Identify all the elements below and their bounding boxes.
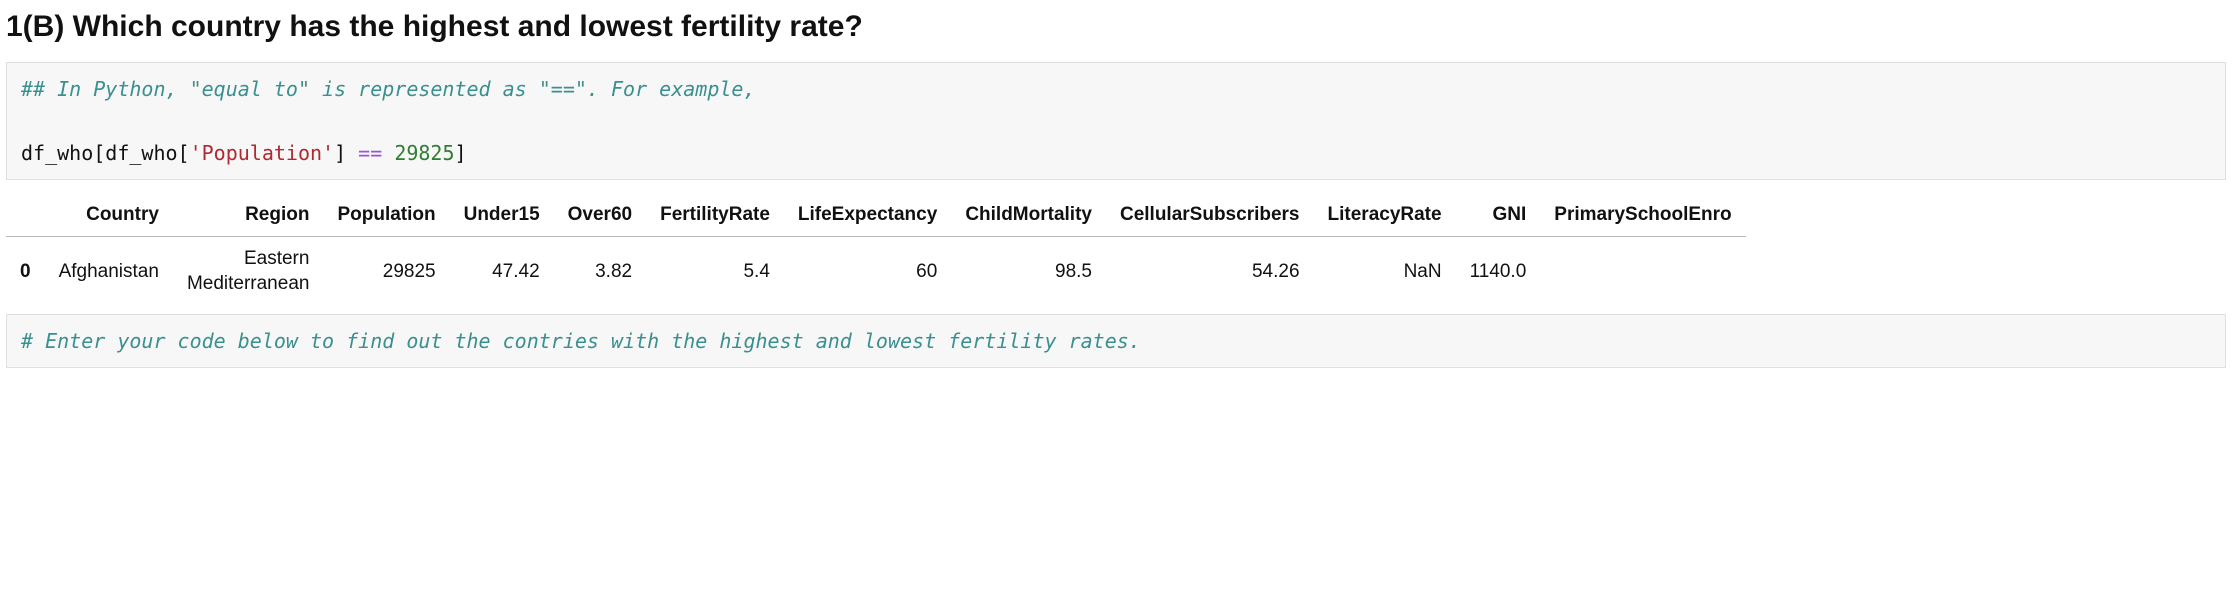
col-country: Country [45,194,173,237]
col-cellular: CellularSubscribers [1106,194,1314,237]
code-expr-mid: ] [334,141,358,165]
col-population: Population [323,194,449,237]
code-cell-answer[interactable]: # Enter your code below to find out the … [6,314,2226,368]
cell-cellular: 54.26 [1106,237,1314,307]
code-comment-2: # Enter your code below to find out the … [21,329,1141,353]
cell-region: Eastern Mediterranean [173,237,324,307]
table-row: 0 Afghanistan Eastern Mediterranean 2982… [6,237,1746,307]
cell-fertility: 5.4 [646,237,784,307]
cell-country: Afghanistan [45,237,173,307]
code-expr-number: 29825 [394,141,454,165]
cell-primaryschool [1540,237,1745,307]
cell-under15: 47.42 [450,237,554,307]
question-heading: 1(B) Which country has the highest and l… [6,10,2232,44]
cell-literacy: NaN [1314,237,1456,307]
col-over60: Over60 [554,194,646,237]
col-fertility: FertilityRate [646,194,784,237]
col-lifeexp: LifeExpectancy [784,194,951,237]
dataframe-table: Country Region Population Under15 Over60… [6,194,1746,306]
code-expr-suffix: ] [455,141,467,165]
cell-lifeexp: 60 [784,237,951,307]
col-literacy: LiteracyRate [1314,194,1456,237]
code-expr-prefix: df_who[df_who[ [21,141,190,165]
col-index [6,194,45,237]
cell-gni: 1140.0 [1456,237,1541,307]
row-index: 0 [6,237,45,307]
code-comment: ## In Python, "equal to" is represented … [21,77,756,101]
col-gni: GNI [1456,194,1541,237]
code-cell-example[interactable]: ## In Python, "equal to" is represented … [6,62,2226,180]
col-region: Region [173,194,324,237]
code-expr-string: 'Population' [190,141,335,165]
cell-childmort: 98.5 [951,237,1106,307]
code-expr-op: == [358,141,382,165]
cell-over60: 3.82 [554,237,646,307]
dataframe-output[interactable]: Country Region Population Under15 Over60… [6,194,2226,306]
col-childmort: ChildMortality [951,194,1106,237]
col-under15: Under15 [450,194,554,237]
code-expr-space [382,141,394,165]
table-header-row: Country Region Population Under15 Over60… [6,194,1746,237]
col-primaryschool: PrimarySchoolEnro [1540,194,1745,237]
cell-population: 29825 [323,237,449,307]
